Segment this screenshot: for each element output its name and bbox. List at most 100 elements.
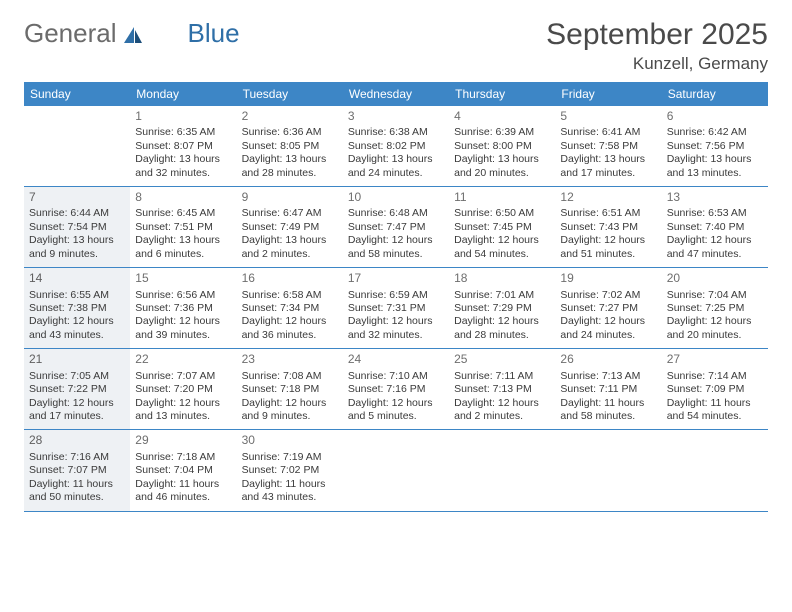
month-title: September 2025	[546, 18, 768, 52]
cell-sunset: Sunset: 7:49 PM	[242, 221, 338, 234]
cell-sunset: Sunset: 7:56 PM	[667, 140, 763, 153]
calendar-week-row: 14Sunrise: 6:55 AMSunset: 7:38 PMDayligh…	[24, 268, 768, 349]
day-number: 15	[135, 271, 231, 286]
cell-daylight: Daylight: 13 hours and 9 minutes.	[29, 234, 125, 261]
cell-daylight: Daylight: 13 hours and 13 minutes.	[667, 153, 763, 180]
calendar-cell: 11 Sunrise: 6:50 AMSunset: 7:45 PMDayligh…	[449, 187, 555, 267]
cell-sunset: Sunset: 7:11 PM	[560, 383, 656, 396]
calendar-cell: 23 Sunrise: 7:08 AMSunset: 7:18 PMDayligh…	[237, 349, 343, 429]
day-number: 18	[454, 271, 550, 286]
cell-daylight: Daylight: 11 hours and 54 minutes.	[667, 397, 763, 424]
cell-sunrise: Sunrise: 6:42 AM	[667, 126, 763, 139]
day-number: 19	[560, 271, 656, 286]
cell-sunset: Sunset: 7:40 PM	[667, 221, 763, 234]
day-number: 7	[29, 190, 125, 205]
cell-sunrise: Sunrise: 6:44 AM	[29, 207, 125, 220]
cell-sunset: Sunset: 8:07 PM	[135, 140, 231, 153]
calendar-cell: 28Sunrise: 7:16 AMSunset: 7:07 PMDayligh…	[24, 430, 130, 510]
cell-daylight: Daylight: 13 hours and 6 minutes.	[135, 234, 231, 261]
brand-logo: General Blue	[24, 18, 240, 49]
cell-sunset: Sunset: 8:05 PM	[242, 140, 338, 153]
calendar-cell: 2Sunrise: 6:36 AMSunset: 8:05 PMDaylight…	[237, 106, 343, 186]
cell-sunset: Sunset: 7:02 PM	[242, 464, 338, 477]
cell-sunrise: Sunrise: 7:08 AM	[242, 370, 338, 383]
cell-daylight: Daylight: 12 hours and 54 minutes.	[454, 234, 550, 261]
cell-sunset: Sunset: 8:02 PM	[348, 140, 444, 153]
cell-sunset: Sunset: 7:54 PM	[29, 221, 125, 234]
day-number: 30	[242, 433, 338, 448]
cell-daylight: Daylight: 11 hours and 43 minutes.	[242, 478, 338, 505]
dayhead-wednesday: Wednesday	[343, 82, 449, 106]
cell-daylight: Daylight: 12 hours and 51 minutes.	[560, 234, 656, 261]
cell-sunset: Sunset: 7:31 PM	[348, 302, 444, 315]
calendar-cell: 13Sunrise: 6:53 AMSunset: 7:40 PMDayligh…	[662, 187, 768, 267]
cell-sunrise: Sunrise: 6:53 AM	[667, 207, 763, 220]
dayhead-monday: Monday	[130, 82, 236, 106]
cell-sunset: Sunset: 7:43 PM	[560, 221, 656, 234]
cell-sunrise: Sunrise: 7:19 AM	[242, 451, 338, 464]
cell-sunrise: Sunrise: 6:56 AM	[135, 289, 231, 302]
cell-sunrise: Sunrise: 6:45 AM	[135, 207, 231, 220]
cell-sunrise: Sunrise: 6:50 AM	[454, 207, 550, 220]
cell-daylight: Daylight: 12 hours and 20 minutes.	[667, 315, 763, 342]
calendar-cell: 3Sunrise: 6:38 AMSunset: 8:02 PMDaylight…	[343, 106, 449, 186]
day-number: 17	[348, 271, 444, 286]
cell-sunrise: Sunrise: 7:04 AM	[667, 289, 763, 302]
cell-sunset: Sunset: 7:51 PM	[135, 221, 231, 234]
cell-sunset: Sunset: 7:25 PM	[667, 302, 763, 315]
calendar-cell: 9Sunrise: 6:47 AMSunset: 7:49 PMDaylight…	[237, 187, 343, 267]
calendar-cell: 7 Sunrise: 6:44 AMSunset: 7:54 PMDaylight…	[24, 187, 130, 267]
cell-sunrise: Sunrise: 6:38 AM	[348, 126, 444, 139]
cell-sunrise: Sunrise: 6:36 AM	[242, 126, 338, 139]
cell-sunset: Sunset: 7:27 PM	[560, 302, 656, 315]
calendar-cell	[343, 430, 449, 510]
day-number: 23	[242, 352, 338, 367]
cell-sunset: Sunset: 7:47 PM	[348, 221, 444, 234]
brand-part1: General	[24, 18, 117, 49]
calendar-cell: 29Sunrise: 7:18 AMSunset: 7:04 PMDayligh…	[130, 430, 236, 510]
title-block: September 2025 Kunzell, Germany	[546, 18, 768, 74]
day-number: 20	[667, 271, 763, 286]
cell-daylight: Daylight: 13 hours and 24 minutes.	[348, 153, 444, 180]
cell-sunrise: Sunrise: 7:14 AM	[667, 370, 763, 383]
cell-sunset: Sunset: 7:20 PM	[135, 383, 231, 396]
calendar-cell: 22Sunrise: 7:07 AMSunset: 7:20 PMDayligh…	[130, 349, 236, 429]
calendar-cell: 25Sunrise: 7:11 AMSunset: 7:13 PMDayligh…	[449, 349, 555, 429]
day-number: 16	[242, 271, 338, 286]
cell-daylight: Daylight: 12 hours and 5 minutes.	[348, 397, 444, 424]
calendar-cell: 18Sunrise: 7:01 AMSunset: 7:29 PMDayligh…	[449, 268, 555, 348]
calendar-week-row: 28Sunrise: 7:16 AMSunset: 7:07 PMDayligh…	[24, 430, 768, 511]
day-number: 5	[560, 109, 656, 124]
cell-sunset: Sunset: 7:22 PM	[29, 383, 125, 396]
cell-sunrise: Sunrise: 7:05 AM	[29, 370, 125, 383]
calendar-header-row: Sunday Monday Tuesday Wednesday Thursday…	[24, 82, 768, 106]
cell-sunrise: Sunrise: 7:11 AM	[454, 370, 550, 383]
dayhead-tuesday: Tuesday	[237, 82, 343, 106]
day-number: 11	[454, 190, 550, 205]
cell-sunset: Sunset: 7:34 PM	[242, 302, 338, 315]
calendar-cell: 6Sunrise: 6:42 AMSunset: 7:56 PMDaylight…	[662, 106, 768, 186]
cell-daylight: Daylight: 11 hours and 58 minutes.	[560, 397, 656, 424]
cell-sunrise: Sunrise: 7:16 AM	[29, 451, 125, 464]
day-number: 14	[29, 271, 125, 286]
cell-sunset: Sunset: 7:45 PM	[454, 221, 550, 234]
calendar-week-row: 1Sunrise: 6:35 AMSunset: 8:07 PMDaylight…	[24, 106, 768, 187]
cell-sunrise: Sunrise: 6:41 AM	[560, 126, 656, 139]
cell-sunset: Sunset: 7:18 PM	[242, 383, 338, 396]
calendar-cell: 26Sunrise: 7:13 AMSunset: 7:11 PMDayligh…	[555, 349, 661, 429]
day-number: 22	[135, 352, 231, 367]
dayhead-sunday: Sunday	[24, 82, 130, 106]
brand-part2: Blue	[188, 18, 240, 49]
calendar-cell: 24Sunrise: 7:10 AMSunset: 7:16 PMDayligh…	[343, 349, 449, 429]
cell-daylight: Daylight: 12 hours and 24 minutes.	[560, 315, 656, 342]
cell-sunrise: Sunrise: 7:02 AM	[560, 289, 656, 302]
cell-sunrise: Sunrise: 7:10 AM	[348, 370, 444, 383]
cell-daylight: Daylight: 12 hours and 2 minutes.	[454, 397, 550, 424]
cell-sunrise: Sunrise: 7:07 AM	[135, 370, 231, 383]
dayhead-thursday: Thursday	[449, 82, 555, 106]
cell-daylight: Daylight: 13 hours and 32 minutes.	[135, 153, 231, 180]
cell-daylight: Daylight: 12 hours and 9 minutes.	[242, 397, 338, 424]
cell-daylight: Daylight: 12 hours and 39 minutes.	[135, 315, 231, 342]
calendar-cell: 17Sunrise: 6:59 AMSunset: 7:31 PMDayligh…	[343, 268, 449, 348]
day-number: 28	[29, 433, 125, 448]
